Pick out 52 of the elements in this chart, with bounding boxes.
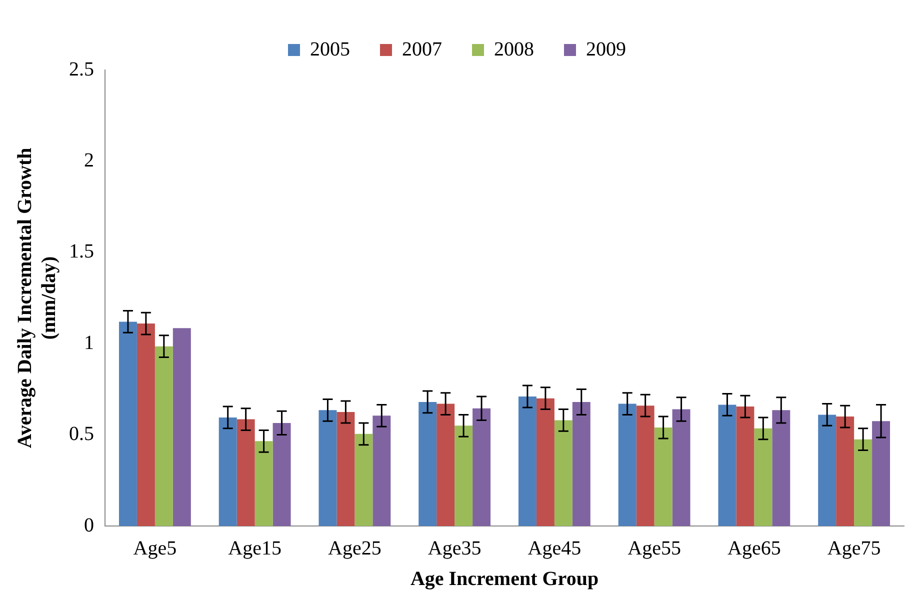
- bar: [136, 324, 155, 526]
- bar: [618, 404, 636, 526]
- x-tick-label: Age75: [827, 537, 881, 560]
- bar: [154, 346, 173, 526]
- legend-label: 2007: [402, 38, 442, 60]
- bar: [418, 402, 437, 526]
- bar: [118, 322, 137, 526]
- bar: [772, 410, 790, 526]
- x-tick-label: Age65: [728, 537, 781, 560]
- x-tick-label: Age55: [628, 537, 681, 560]
- bar: [436, 404, 455, 526]
- x-tick-label: Age15: [228, 537, 282, 560]
- bar: [718, 404, 736, 526]
- bar: [672, 409, 690, 526]
- bar: [272, 422, 291, 526]
- y-tick-label: 2.5: [69, 58, 94, 80]
- x-tick-label: Age45: [528, 537, 582, 560]
- legend-label: 2009: [586, 38, 626, 60]
- bar: [754, 428, 772, 526]
- bar: [636, 406, 654, 526]
- bar: [836, 416, 854, 526]
- bar: [336, 412, 355, 526]
- x-tick-label: Age25: [328, 537, 382, 560]
- bar: [872, 421, 890, 526]
- bar: [372, 416, 391, 526]
- bar: [854, 439, 872, 526]
- legend-label: 2005: [310, 38, 350, 60]
- y-tick-label: 0: [84, 514, 94, 536]
- bar: [318, 410, 337, 526]
- legend-label: 2008: [494, 38, 534, 60]
- x-tick-label: Age35: [428, 537, 482, 560]
- x-axis-title: Age Increment Group: [410, 568, 599, 590]
- y-tick-label: 2: [84, 149, 94, 172]
- bar: [736, 406, 754, 526]
- bar: [654, 428, 672, 526]
- y-tick-label: 1: [84, 332, 94, 354]
- bar: [518, 396, 536, 526]
- bar: [354, 434, 373, 526]
- y-tick-label: 0.5: [69, 423, 94, 446]
- bar: [172, 328, 191, 526]
- bar: [254, 441, 273, 526]
- bar: [454, 426, 473, 526]
- bar: [236, 419, 255, 526]
- y-tick-label: 1.5: [69, 240, 94, 263]
- bar: [572, 402, 590, 526]
- bar: [536, 398, 554, 526]
- bar: [818, 414, 836, 526]
- x-tick-label: Age5: [133, 537, 177, 560]
- y-axis-title: Average Daily Incremental Growth (mm/day): [14, 148, 60, 448]
- bar: [554, 420, 572, 526]
- bar: [218, 417, 237, 526]
- bar: [472, 408, 491, 526]
